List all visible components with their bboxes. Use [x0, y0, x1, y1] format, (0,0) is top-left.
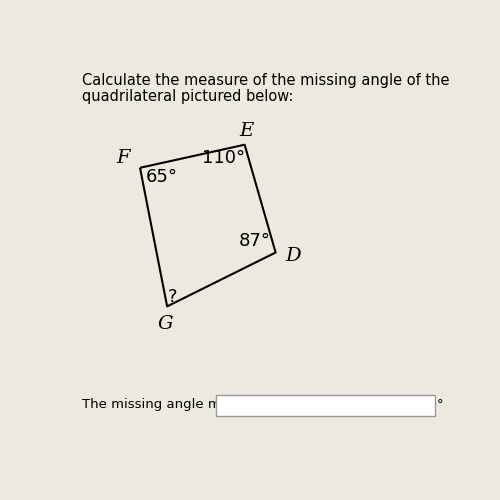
Text: The missing angle measures: The missing angle measures [82, 398, 273, 411]
Text: 87°: 87° [238, 232, 270, 250]
Text: 110°: 110° [202, 149, 245, 167]
Text: E: E [240, 122, 254, 140]
Text: ?: ? [168, 288, 177, 306]
Text: G: G [158, 314, 173, 332]
Text: D: D [285, 248, 301, 266]
Text: F: F [116, 149, 130, 167]
FancyBboxPatch shape [216, 394, 434, 415]
Text: 65°: 65° [146, 168, 178, 186]
Text: quadrilateral pictured below:: quadrilateral pictured below: [82, 89, 294, 104]
Text: Calculate the measure of the missing angle of the: Calculate the measure of the missing ang… [82, 74, 450, 88]
Text: °: ° [436, 398, 443, 411]
